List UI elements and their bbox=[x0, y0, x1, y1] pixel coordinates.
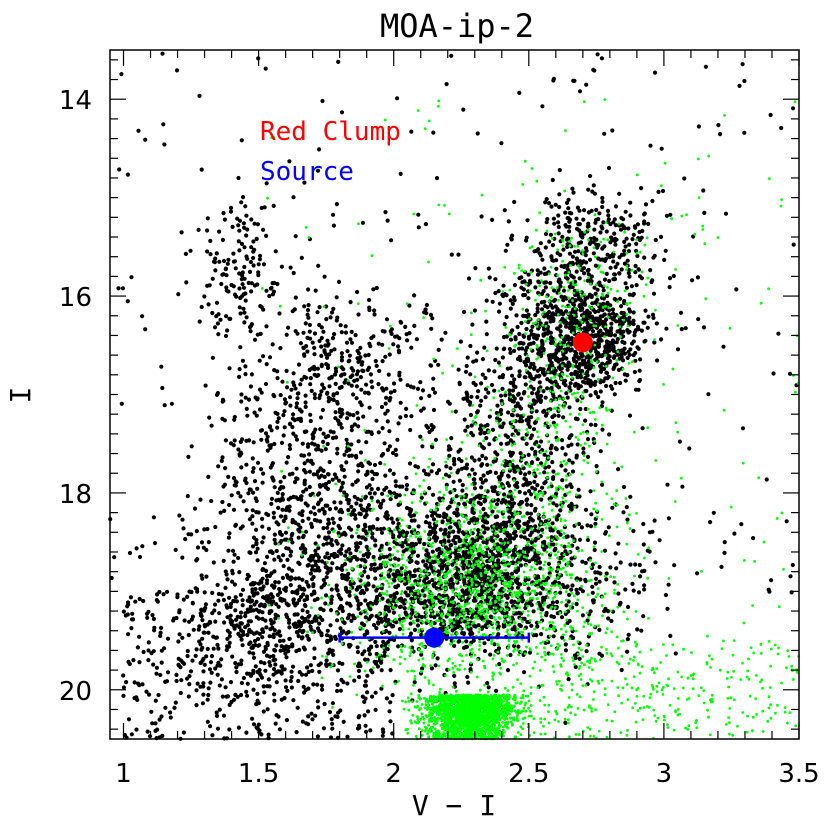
y-tick-labels: 14 16 18 20 bbox=[59, 86, 92, 707]
legend-source: Source bbox=[260, 157, 354, 187]
highlight-points bbox=[338, 332, 593, 648]
red-clump-point bbox=[572, 332, 593, 353]
green-field-stars bbox=[261, 98, 801, 741]
x-tick-label: 2 bbox=[385, 759, 402, 789]
y-axis-label: I bbox=[4, 387, 37, 404]
y-tick-label: 14 bbox=[59, 86, 92, 116]
x-tick-label: 1 bbox=[115, 759, 132, 789]
x-tick-label: 3.5 bbox=[778, 759, 819, 789]
x-tick-labels: 1 1.5 2 2.5 3 3.5 bbox=[115, 759, 819, 789]
chart-title: MOA-ip-2 bbox=[380, 7, 534, 45]
source-point bbox=[424, 627, 445, 648]
x-tick-label: 2.5 bbox=[508, 759, 549, 789]
y-tick-label: 18 bbox=[59, 480, 92, 510]
x-tick-label: 3 bbox=[656, 759, 673, 789]
y-tick-label: 20 bbox=[59, 677, 92, 707]
field-stars bbox=[108, 51, 801, 741]
x-axis-label: V − I bbox=[412, 789, 496, 822]
legend-red-clump: Red Clump bbox=[260, 117, 401, 147]
plot-frame bbox=[109, 49, 800, 740]
x-tick-label: 1.5 bbox=[238, 759, 279, 789]
axis-ticks bbox=[110, 50, 800, 739]
y-tick-label: 16 bbox=[59, 283, 92, 313]
